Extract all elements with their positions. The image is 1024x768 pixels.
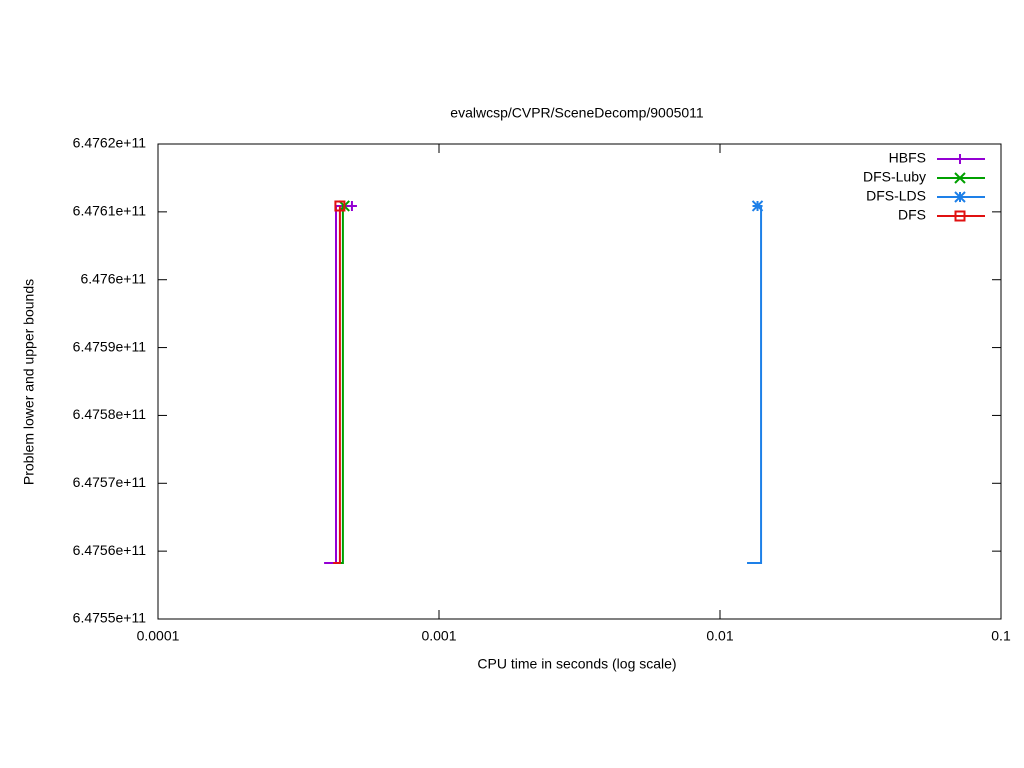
legend-marker: [954, 172, 966, 184]
legend-marker: [954, 191, 966, 203]
legend-label: DFS-LDS: [866, 188, 926, 204]
y-tick-label: 6.4761e+11: [73, 203, 147, 219]
x-tick-label: 0.0001: [137, 628, 180, 644]
y-tick-label: 6.4762e+11: [73, 135, 147, 151]
marker: [334, 200, 346, 212]
legend-marker: [954, 210, 966, 222]
x-tick-label: 0.001: [421, 628, 456, 644]
y-tick-label: 6.4755e+11: [73, 610, 147, 626]
plot-border: [157, 143, 1002, 620]
x-axis-label: CPU time in seconds (log scale): [477, 656, 676, 672]
legend-label: DFS-Luby: [863, 169, 926, 185]
y-tick-label: 6.476e+11: [80, 270, 146, 286]
y-tick-label: 6.4758e+11: [73, 406, 147, 422]
chart-title: evalwcsp/CVPR/SceneDecomp/9005011: [450, 105, 704, 121]
y-axis-label: Problem lower and upper bounds: [21, 279, 37, 485]
legend-label: HBFS: [889, 150, 926, 166]
legend-marker: [955, 154, 965, 164]
x-tick-label: 0.01: [706, 628, 733, 644]
legend-label: DFS: [898, 207, 926, 223]
series-line: [333, 205, 341, 565]
marker: [346, 200, 357, 211]
x-tick-label: 0.1: [991, 628, 1011, 644]
y-tick-label: 6.4757e+11: [73, 474, 147, 490]
y-tick-label: 6.4759e+11: [73, 338, 147, 354]
marker: [751, 200, 764, 212]
y-tick-label: 6.4756e+11: [73, 542, 147, 558]
